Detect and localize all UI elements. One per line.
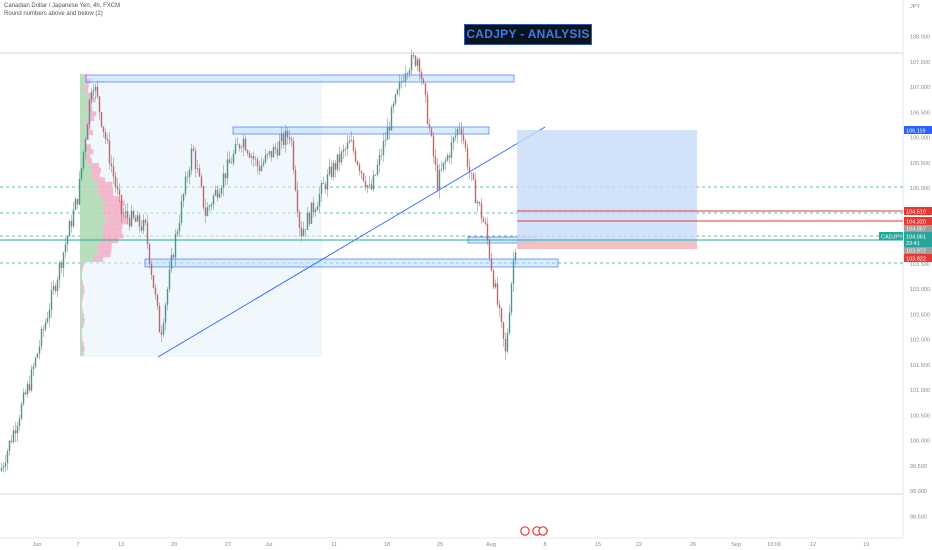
economic-events-markers[interactable]	[520, 526, 548, 536]
event-marker-icon[interactable]	[520, 526, 530, 536]
time-tick-label: Sep	[731, 542, 741, 548]
current-grey-text: 104.067	[906, 227, 926, 233]
time-tick-label: 19	[863, 542, 869, 548]
price-tick-label: 100.000	[910, 439, 930, 445]
price-tick-label: 103.000	[910, 287, 930, 293]
target-price-text: 106.119	[906, 129, 925, 135]
candlestick-series	[0, 50, 517, 473]
trendline[interactable]	[157, 126, 546, 358]
current-grey-tag	[904, 225, 932, 232]
target-price-tag	[904, 126, 932, 134]
price-tick-label: 105.000	[910, 186, 930, 192]
entry-grey-tag	[904, 247, 932, 254]
price-tick-label: 108.000	[910, 35, 930, 41]
price-tick-label: 103.500	[910, 262, 930, 268]
time-tick-label: 11	[331, 542, 337, 548]
indicator-legend: Round numbers above and below (2)	[4, 11, 103, 17]
price-tick-label: 105.500	[910, 161, 930, 167]
price-tick-label: 98.500	[910, 514, 927, 520]
time-axis: Jun 7 13 20 27 Jul 11 18 25 Aug 8 15 22 26 Sep 10:00 12 1…	[33, 542, 870, 548]
price-tick-label: 99.000	[910, 489, 927, 495]
event-marker-icon[interactable]	[538, 526, 548, 536]
resistance-zone-mid[interactable]	[232, 126, 490, 135]
time-tick-label: Jul	[265, 542, 272, 548]
time-tick-label: Jun	[33, 542, 42, 548]
symbol-tag	[879, 232, 903, 240]
time-tick-label: 27	[225, 542, 231, 548]
time-tick-label: 7	[76, 542, 79, 548]
time-tick-label: 22	[636, 542, 642, 548]
entry-grey-text: 103.972	[906, 249, 926, 255]
price-axis: 108.000 107.500 107.000 106.500 106.000 105.5…	[910, 35, 930, 521]
current-price-tag	[904, 232, 932, 247]
price-tick-label: 102.000	[910, 338, 930, 344]
price-tick-label: 107.000	[910, 85, 930, 91]
symbol-tag-text: CADJPY	[881, 235, 903, 241]
time-tick-label: 12	[810, 542, 816, 548]
time-tick-label: 13	[118, 542, 124, 548]
time-tick-label: 8	[543, 542, 546, 548]
price-tick-label: 106.000	[910, 136, 930, 142]
support-zone[interactable]	[144, 258, 559, 268]
price-tick-label: 107.500	[910, 60, 930, 66]
analysis-title-banner: CADJPY - ANALYSIS	[464, 24, 592, 45]
time-tick-label: 18	[384, 542, 390, 548]
stop-upper-text: 104.510	[906, 210, 926, 216]
resistance-zone-top[interactable]	[85, 74, 515, 83]
time-tick-label: 15	[595, 542, 601, 548]
price-tick-label: 102.500	[910, 312, 930, 318]
stop-upper-tag	[904, 207, 932, 215]
price-tick-label: 100.500	[910, 413, 930, 419]
price-tick-label: 101.500	[910, 363, 930, 369]
long-stop-area[interactable]	[517, 241, 697, 249]
price-tick-label: 99.500	[910, 464, 927, 470]
time-tick-label: 20	[171, 542, 177, 548]
price-tick-label: 106.500	[910, 110, 930, 116]
current-price-text: 104.061	[906, 235, 926, 241]
volume-profile	[80, 73, 128, 356]
symbol-description: Canadian Dollar / Japanese Yen, 4h, FXCM	[4, 3, 121, 9]
countdown-text: 23:41	[906, 241, 920, 247]
stop-lower-text: 104.320	[906, 220, 926, 226]
time-tick-label: 10:00	[767, 542, 781, 548]
time-tick-label: Aug	[486, 542, 496, 548]
stop-lower-tag	[904, 217, 932, 225]
currency-label: JPY	[910, 4, 920, 10]
long-target-area[interactable]	[517, 130, 697, 241]
price-tick-label: 101.000	[910, 388, 930, 394]
entry-red-tag	[904, 254, 932, 262]
time-tick-label: 25	[437, 542, 443, 548]
entry-red-text: 103.822	[906, 257, 926, 263]
time-tick-label: 26	[690, 542, 696, 548]
